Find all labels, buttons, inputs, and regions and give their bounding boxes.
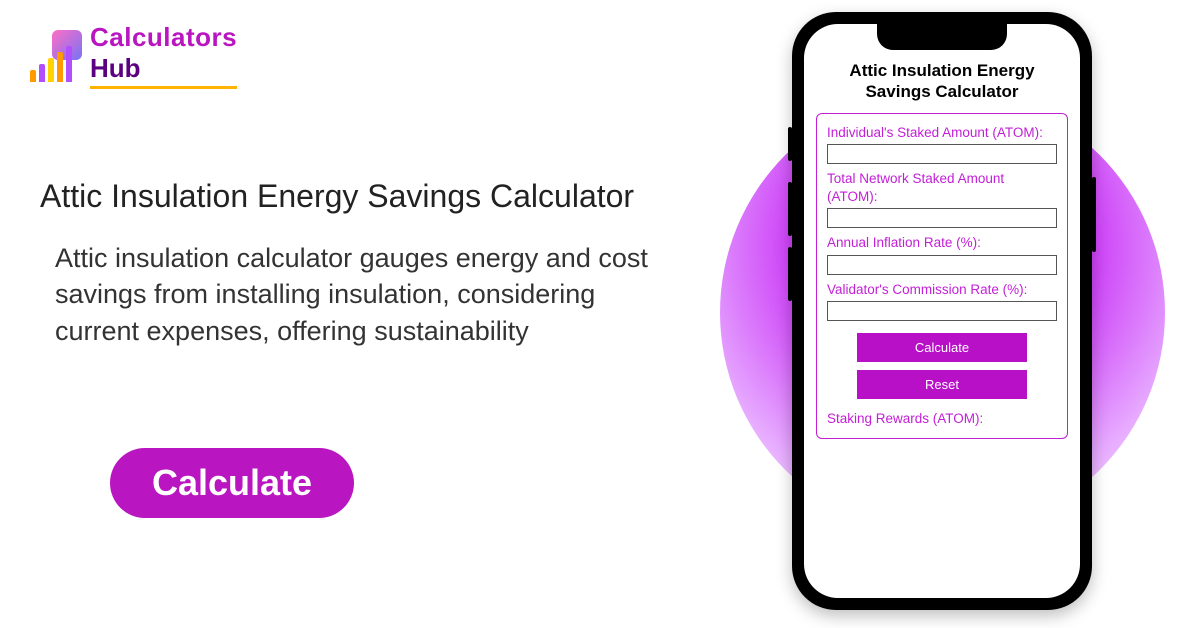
phone-side-button <box>788 247 792 301</box>
page-description: Attic insulation calculator gauges energ… <box>55 240 655 349</box>
staked-amount-input[interactable] <box>827 144 1057 164</box>
result-label: Staking Rewards (ATOM): <box>827 411 1057 426</box>
calculate-button[interactable]: Calculate <box>110 448 354 518</box>
phone-side-button <box>1092 177 1096 252</box>
inflation-rate-input[interactable] <box>827 255 1057 275</box>
logo-text: Calculators Hub <box>90 22 237 89</box>
network-staked-input[interactable] <box>827 208 1057 228</box>
phone-side-button <box>788 127 792 161</box>
calculator-form: Individual's Staked Amount (ATOM): Total… <box>816 113 1068 440</box>
bars-icon <box>30 46 72 82</box>
logo: Calculators Hub <box>30 22 237 89</box>
commission-rate-input[interactable] <box>827 301 1057 321</box>
logo-icon <box>30 30 82 82</box>
field-label-inflation-rate: Annual Inflation Rate (%): <box>827 234 1057 252</box>
phone-notch <box>877 24 1007 50</box>
field-label-commission-rate: Validator's Commission Rate (%): <box>827 281 1057 299</box>
page-title: Attic Insulation Energy Savings Calculat… <box>40 178 634 215</box>
logo-line1: Calculators <box>90 22 237 53</box>
field-label-staked-amount: Individual's Staked Amount (ATOM): <box>827 124 1057 142</box>
logo-line2: Hub <box>90 53 237 89</box>
field-label-network-staked: Total Network Staked Amount (ATOM): <box>827 170 1057 205</box>
form-reset-button[interactable]: Reset <box>857 370 1027 399</box>
phone-mockup: Attic Insulation Energy Savings Calculat… <box>792 12 1092 610</box>
form-calculate-button[interactable]: Calculate <box>857 333 1027 362</box>
phone-app-title: Attic Insulation Energy Savings Calculat… <box>816 60 1068 103</box>
phone-side-button <box>788 182 792 236</box>
phone-screen: Attic Insulation Energy Savings Calculat… <box>804 24 1080 598</box>
